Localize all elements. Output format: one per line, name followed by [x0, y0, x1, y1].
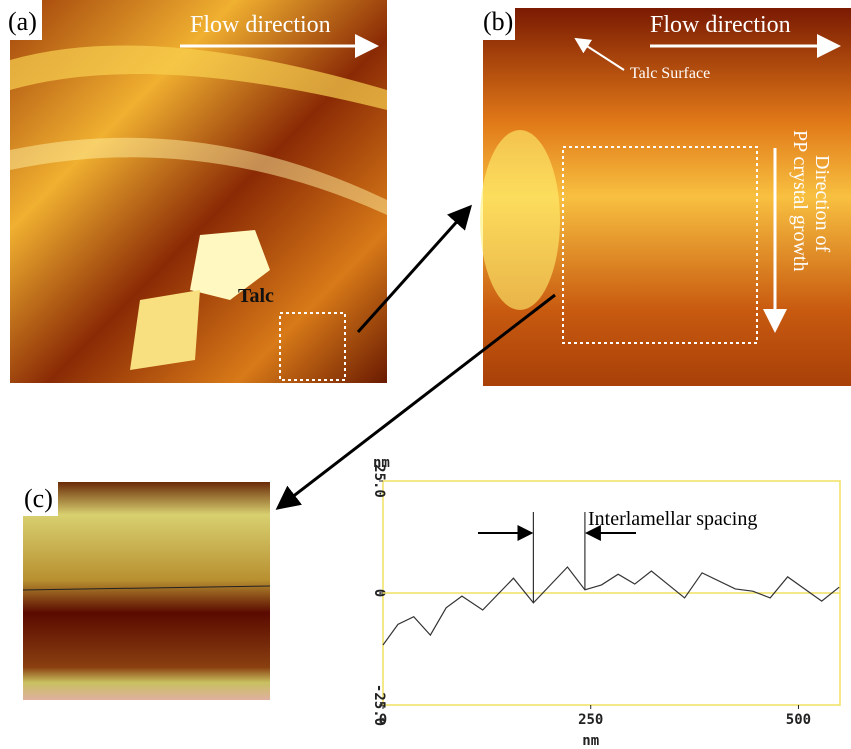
y-tick-label: 25.0 — [371, 464, 387, 498]
annotation: Talc — [238, 285, 274, 307]
y-axis-label: nm — [373, 455, 390, 471]
x-axis-label: nm — [582, 733, 599, 749]
afm-image — [23, 482, 270, 700]
y-tick-label: 0 — [371, 589, 387, 597]
annotation: Talc Surface — [630, 65, 710, 82]
annotation: Interlamellar spacing — [588, 508, 757, 530]
x-tick-label: 500 — [786, 712, 811, 728]
x-tick-label: 250 — [578, 712, 603, 728]
profile-line — [382, 566, 840, 646]
annotation: PP crystal growth — [789, 130, 811, 271]
y-tick-label: -25.0 — [371, 684, 387, 726]
panel-a: (a) Flow direction Talc — [0, 0, 387, 383]
panel-c: (c) — [18, 480, 271, 700]
panel-label: (a) — [8, 7, 37, 36]
annotation: Direction of — [811, 155, 833, 253]
annotation: Flow direction — [190, 12, 331, 38]
x-tick-label: 0 — [379, 712, 387, 728]
annotation: Flow direction — [650, 12, 791, 38]
panel-label: (b) — [483, 7, 513, 36]
panel-label: (c) — [24, 484, 53, 513]
panel-b: (b) Flow direction Talc Surface Directio… — [473, 0, 851, 386]
